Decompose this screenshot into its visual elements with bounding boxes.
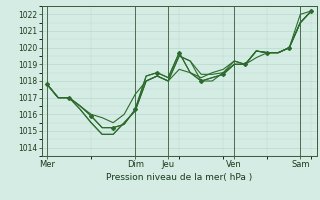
X-axis label: Pression niveau de la mer( hPa ): Pression niveau de la mer( hPa ) [106, 173, 252, 182]
